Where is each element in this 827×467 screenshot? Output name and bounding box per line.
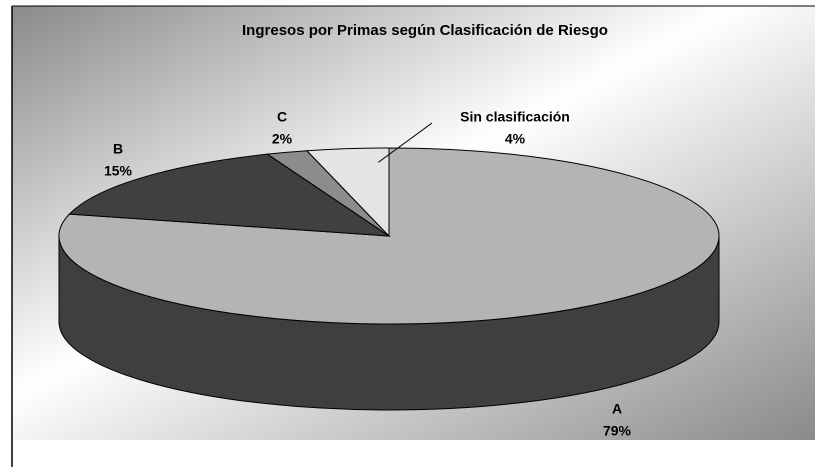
pie-slice <box>68 153 391 237</box>
slice-category-label: B <box>113 141 123 157</box>
slice-value-label: 4% <box>505 131 526 147</box>
slice-category-label: C <box>277 109 287 125</box>
pie-tops <box>58 147 720 325</box>
pie-slice <box>305 147 390 238</box>
slice-category-label: A <box>612 401 622 417</box>
leader-line <box>378 122 433 163</box>
slice-value-label: 15% <box>104 163 133 179</box>
slice-value-label: 2% <box>272 131 293 147</box>
chart-title: Ingresos por Primas según Clasificación … <box>242 22 608 39</box>
labels: A 79% B 15% C 2% Sin clasificación 4% <box>104 109 632 439</box>
slice-value-label: 79% <box>603 423 632 439</box>
slice-category-label: Sin clasificación <box>460 109 570 125</box>
